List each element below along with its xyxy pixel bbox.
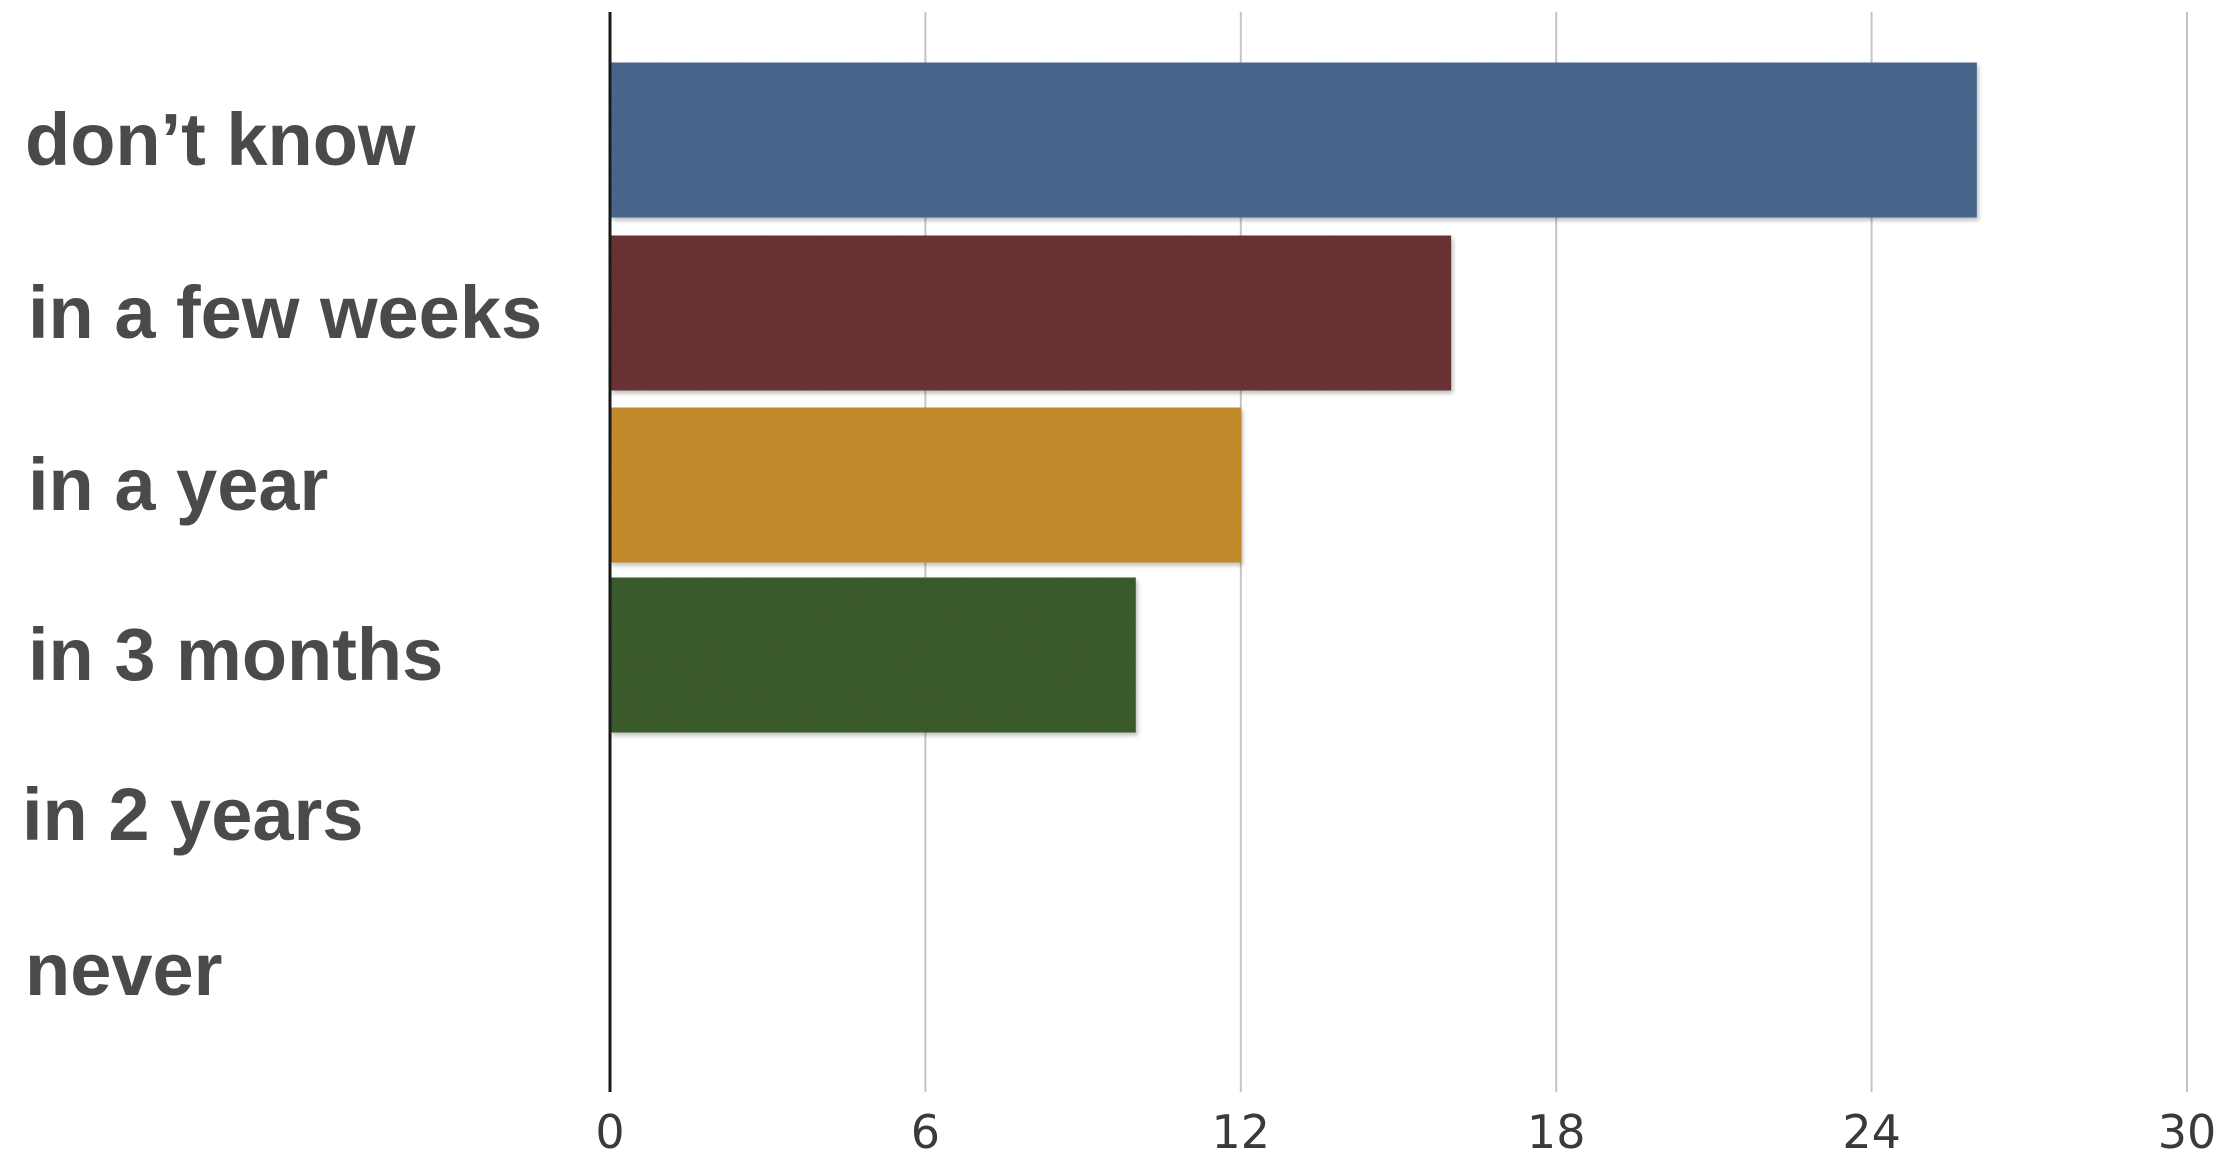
bars (610, 62, 1977, 733)
category-label: don’t know (25, 98, 416, 181)
category-label: in a few weeks (28, 271, 542, 354)
category-label: never (25, 928, 222, 1011)
x-tick-label: 12 (1212, 1105, 1271, 1159)
category-label: in a year (28, 443, 328, 526)
x-tick-labels: 0 6 12 18 24 30 (595, 1105, 2216, 1159)
x-tick-label: 18 (1527, 1105, 1586, 1159)
bar-texture-3 (610, 577, 1136, 733)
x-tick-label: 6 (911, 1105, 940, 1159)
bar-texture-2 (610, 407, 1241, 563)
x-tick-label: 30 (2158, 1105, 2217, 1159)
bar-texture-1 (610, 235, 1452, 391)
category-label: in 2 years (22, 773, 363, 856)
x-tick-label: 0 (595, 1105, 624, 1159)
bar-texture-0 (610, 62, 1977, 218)
category-label: in 3 months (28, 613, 443, 696)
category-labels: don’t know in a few weeks in a year in 3 mo… (22, 98, 542, 1011)
x-tick-label: 24 (1842, 1105, 1901, 1159)
